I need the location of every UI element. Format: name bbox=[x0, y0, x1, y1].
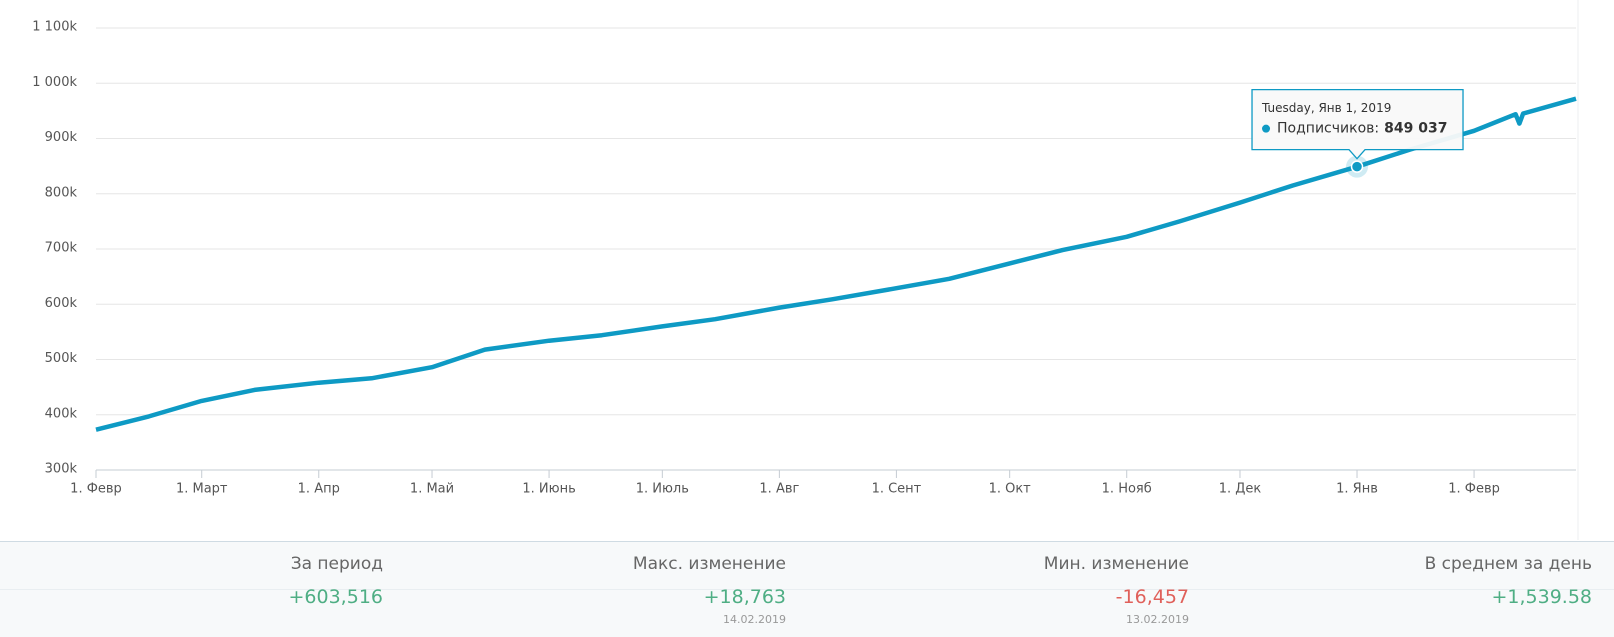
stat-value: +1,539.58 bbox=[1491, 586, 1592, 608]
hover-point bbox=[1350, 160, 1364, 173]
x-tick-label: 1. Авг bbox=[759, 482, 799, 497]
tooltip-swatch bbox=[1262, 124, 1271, 133]
tooltip-label: Подписчиков: bbox=[1277, 121, 1379, 137]
stats-panel: За период +603,516 Макс. изменение +18,763 1… bbox=[0, 541, 1614, 637]
tooltip-value: 849 037 bbox=[1384, 121, 1447, 137]
stat-label: За период bbox=[290, 554, 383, 574]
tooltip-row: Подписчиков: 849 037 bbox=[1277, 121, 1447, 137]
stat-label: Мин. изменение bbox=[1043, 554, 1189, 574]
stat-label: В среднем за день bbox=[1424, 554, 1592, 574]
x-tick-label: 1. Янв bbox=[1336, 482, 1378, 497]
y-tick-label: 500k bbox=[45, 351, 78, 366]
stat-date: 13.02.2019 bbox=[1126, 613, 1189, 626]
stat-date: 14.02.2019 bbox=[723, 613, 786, 626]
x-tick-label: 1. Сент bbox=[872, 482, 922, 497]
x-tick-label: 1. Июнь bbox=[522, 482, 575, 497]
x-tick-label: 1. Май bbox=[410, 482, 454, 497]
x-tick-label: 1. Март bbox=[176, 482, 228, 497]
y-tick-label: 300k bbox=[45, 462, 78, 477]
y-tick-label: 600k bbox=[45, 296, 78, 311]
x-tick-label: 1. Апр bbox=[298, 482, 340, 497]
x-tick-label: 1. Июль bbox=[636, 482, 689, 497]
y-tick-label: 900k bbox=[45, 130, 78, 145]
y-tick-label: 400k bbox=[45, 406, 78, 421]
y-tick-label: 1 100k bbox=[32, 20, 77, 35]
x-tick-label: 1. Февр bbox=[70, 482, 122, 497]
y-tick-label: 800k bbox=[45, 185, 78, 200]
x-tick-label: 1. Окт bbox=[989, 482, 1032, 497]
x-tick-label: 1. Февр bbox=[1448, 482, 1500, 497]
chart: 300k 400k 500k 600k 700k 800k 900k 1 000k 1 100k… bbox=[32, 0, 1579, 540]
stats-row bbox=[0, 589, 1614, 637]
stat-value: +18,763 bbox=[703, 586, 786, 608]
tooltip-date: Tuesday, Янв 1, 2019 bbox=[1261, 101, 1391, 115]
stat-label: Макс. изменение bbox=[632, 554, 786, 574]
y-tick-label: 1 000k bbox=[32, 75, 77, 90]
y-tick-label: 700k bbox=[45, 241, 78, 256]
stat-value: -16,457 bbox=[1115, 586, 1189, 608]
stat-value: +603,516 bbox=[288, 586, 384, 608]
x-tick-label: 1. Дек bbox=[1219, 482, 1262, 497]
x-tick-label: 1. Нояб bbox=[1102, 482, 1152, 497]
tooltip-box bbox=[1251, 89, 1464, 160]
